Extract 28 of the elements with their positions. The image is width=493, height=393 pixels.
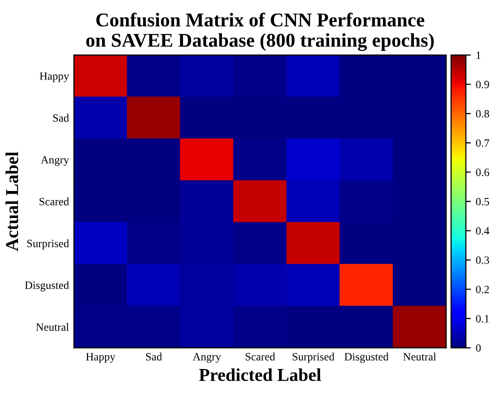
x-tick-label: Surprised	[292, 352, 334, 363]
x-tick-label: Happy	[86, 353, 116, 363]
x-tick-label: Scared	[246, 352, 276, 360]
color-bar-label: 1	[476, 52, 480, 59]
color-bar-label: 0.8	[476, 110, 490, 118]
color-bar-label: 0.2	[476, 286, 489, 294]
color-bar-label: 0.7	[476, 139, 490, 147]
x-tick-label: Disgusted	[344, 352, 388, 363]
y-tick-label: Happy	[40, 72, 70, 82]
x-tick-label: Neutral	[403, 352, 436, 360]
chart-title: Confusion Matrix of CNN Performance on SAVEE Database (800 training epochs)	[86, 12, 434, 51]
y-axis-title: Actual Label	[5, 152, 18, 252]
y-tick-label: Surprised	[27, 239, 69, 250]
color-bar-label: 0.3	[476, 256, 490, 264]
color-bar-label: 0.5	[476, 198, 490, 206]
color-bar-label: 0	[476, 344, 481, 352]
color-bar-label: 0.4	[476, 227, 490, 235]
x-tick-label: Sad	[146, 352, 162, 360]
y-tick-label: Scared	[40, 198, 69, 206]
y-tick-label: Angry	[40, 156, 70, 166]
y-tick-label: Neutral	[36, 323, 69, 331]
x-axis-title: Predicted Label	[199, 368, 322, 382]
y-tick-label: Disgusted	[24, 281, 69, 292]
x-tick-label: Angry	[192, 353, 222, 363]
color-bar-label: 0.9	[476, 80, 490, 88]
color-bar-label: 0.1	[476, 314, 489, 323]
color-bar-label: 0.6	[476, 168, 490, 176]
y-tick-label: Sad	[53, 114, 69, 122]
